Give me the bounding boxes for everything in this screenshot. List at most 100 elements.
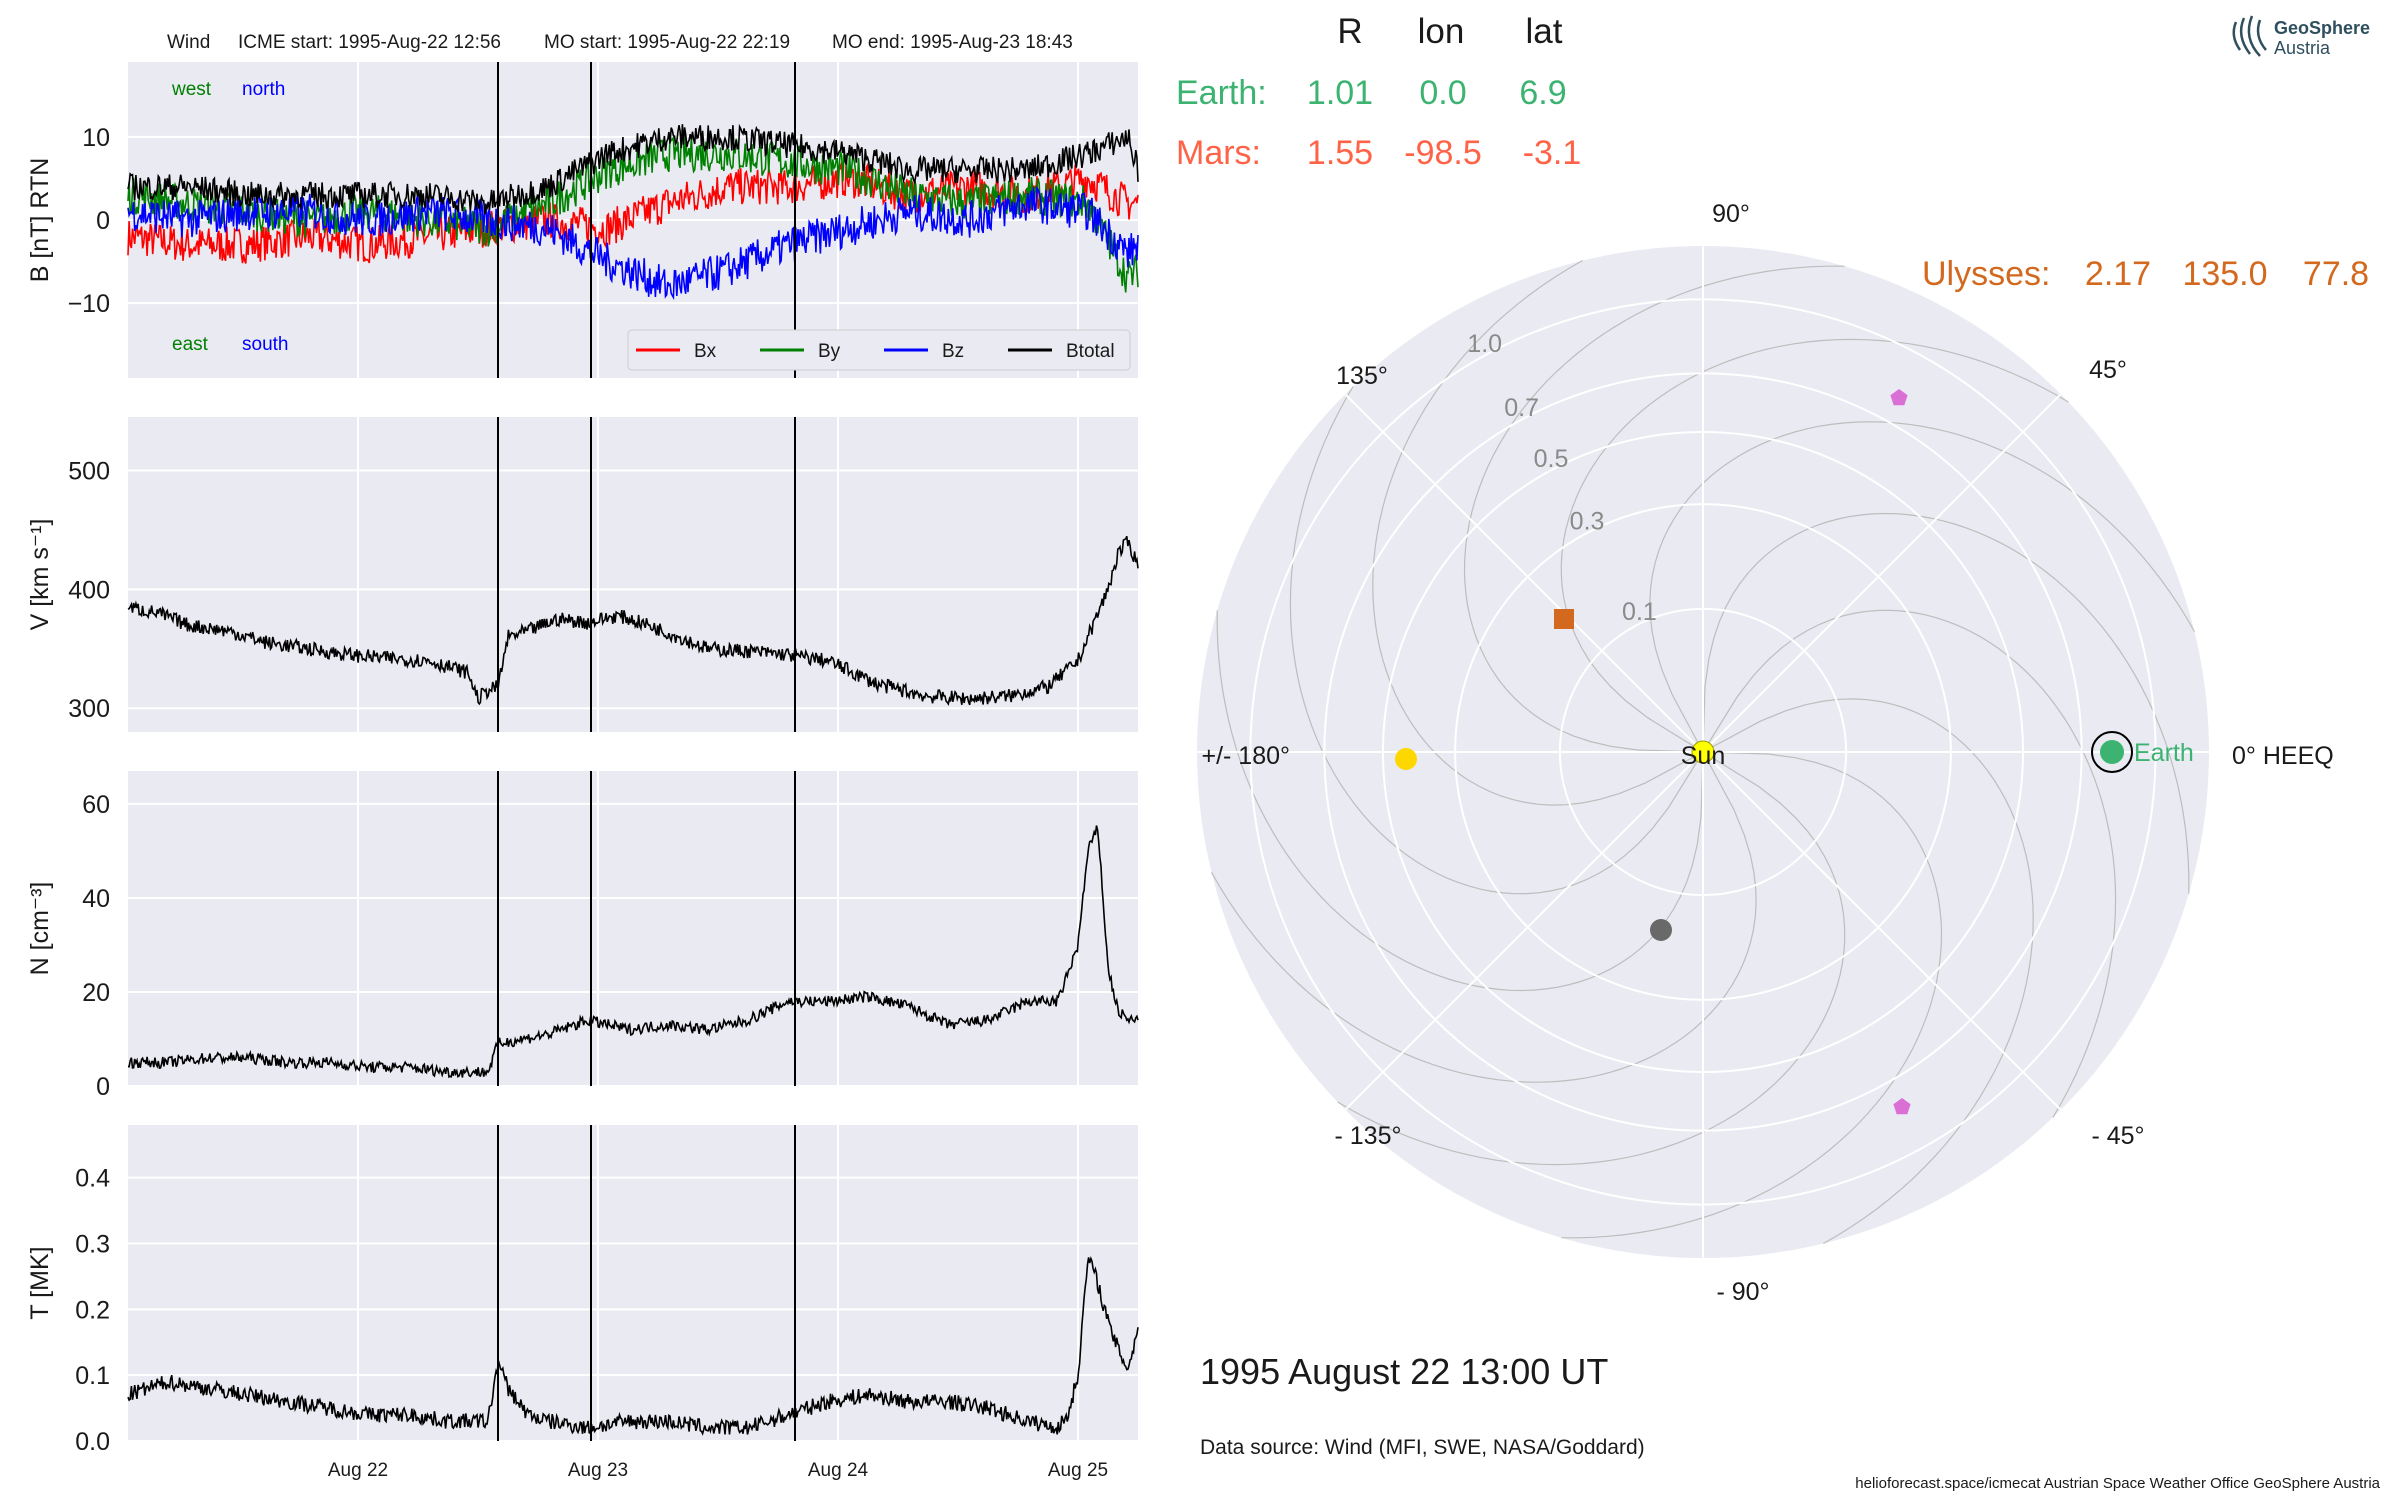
y-tick-label: 0.3 xyxy=(75,1231,110,1259)
ulysses-marker xyxy=(1554,609,1574,629)
sun-marker xyxy=(1691,740,1715,764)
panel-background xyxy=(128,1125,1138,1441)
legend: Bx By Bz Btotal xyxy=(627,329,1131,371)
mars-row-lon: -98.5 xyxy=(1404,134,1482,172)
earth-ring xyxy=(2091,731,2133,773)
y-axis-label: N [cm⁻³] xyxy=(26,882,54,976)
earth-row-name: Earth: xyxy=(1176,74,1267,112)
mars-row-lat: -3.1 xyxy=(1523,134,1582,172)
radial-tick-label: 0.1 xyxy=(1622,598,1657,626)
parker-spiral-line xyxy=(1561,751,1943,1239)
angle-label: - 90° xyxy=(1716,1278,1769,1306)
series-line-speed xyxy=(127,535,1139,706)
annotation-south: south xyxy=(242,334,288,355)
parker-spiral-line xyxy=(1649,421,2196,753)
ulysses-row-r: 2.17 xyxy=(2085,255,2151,293)
parker-spiral-line xyxy=(1560,338,2069,753)
parker-spiral-line xyxy=(1289,386,1704,895)
earth-row-lat: 6.9 xyxy=(1519,74,1566,112)
legend-label: Btotal xyxy=(1066,341,1115,362)
angle-label: 90° xyxy=(1712,200,1750,228)
mercury-marker xyxy=(1650,919,1672,941)
polar-position-plot: 0.1 0.3 0.5 0.7 1.0 0° HEEQ 45° 90° 135° +/- 180°… xyxy=(1197,200,2334,1306)
mo-end-label: MO end: 1995-Aug-23 18:43 xyxy=(832,32,1073,53)
footer-credits: helioforecast.space/icmecat Austrian Spa… xyxy=(1855,1475,2380,1492)
angle-label: - 45° xyxy=(2091,1122,2144,1150)
y-tick-label: 400 xyxy=(68,576,110,604)
parker-spiral-line xyxy=(1372,259,1704,806)
probe-a-marker xyxy=(1890,389,1908,406)
y-tick-label: 0.1 xyxy=(75,1362,110,1390)
y-tick-label: 60 xyxy=(82,791,110,819)
x-tick-label: Aug 24 xyxy=(808,1460,869,1481)
angle-spoke xyxy=(1702,751,2062,1111)
icme-start-label: ICME start: 1995-Aug-22 12:56 xyxy=(238,32,501,53)
panel-background xyxy=(128,417,1138,732)
spacecraft-label: Wind xyxy=(167,32,210,53)
legend-label: By xyxy=(818,341,841,362)
data-source-label: Data source: Wind (MFI, SWE, NASA/Goddar… xyxy=(1200,1436,1645,1459)
time-series-panels: 10 0 −10 B [nT] RTN 500 400 300 V [km s⁻¹] 60 40 2… xyxy=(26,62,1139,1481)
angle-spoke xyxy=(1344,393,1704,753)
parker-spiral-line xyxy=(1463,265,1845,753)
annotation-north: north xyxy=(242,79,285,100)
parker-spiral-line xyxy=(1210,751,1757,1083)
angle-label: - 135° xyxy=(1335,1122,1402,1150)
angle-label: 135° xyxy=(1336,362,1388,390)
x-tick-label: Aug 25 xyxy=(1048,1460,1108,1481)
y-tick-label: 500 xyxy=(68,457,110,485)
y-tick-label: 20 xyxy=(82,979,110,1007)
earth-marker xyxy=(2100,740,2124,764)
probe-b-marker xyxy=(1893,1098,1911,1115)
y-tick-label: 300 xyxy=(68,695,110,723)
table-header-r: R xyxy=(1337,12,1362,51)
y-tick-label: 10 xyxy=(82,124,110,152)
annotation-west: west xyxy=(171,79,212,100)
y-tick-label: 0.2 xyxy=(75,1296,110,1324)
earth-row-lon: 0.0 xyxy=(1419,74,1466,112)
logo-text-2: Austria xyxy=(2274,38,2331,58)
x-tick-label: Aug 23 xyxy=(568,1460,628,1481)
y-tick-label: 0 xyxy=(96,207,110,235)
y-tick-label: −10 xyxy=(68,290,110,318)
y-axis-label: B [nT] RTN xyxy=(26,158,54,283)
annotation-east: east xyxy=(172,334,209,355)
y-axis-label: V [km s⁻¹] xyxy=(26,519,54,631)
series-line-bx xyxy=(127,160,1139,264)
y-tick-label: 0 xyxy=(96,1073,110,1101)
earth-row-r: 1.01 xyxy=(1307,74,1373,112)
angle-label: 45° xyxy=(2089,356,2127,384)
table-header-lat: lat xyxy=(1526,12,1563,51)
x-tick-label: Aug 22 xyxy=(328,1460,388,1481)
table-header-lon: lon xyxy=(1418,12,1465,51)
logo-text-1: GeoSphere xyxy=(2274,18,2370,38)
series-line-density xyxy=(127,825,1139,1079)
angle-spoke xyxy=(1702,393,2062,753)
radial-tick-label: 1.0 xyxy=(1467,330,1502,358)
legend-label: Bx xyxy=(694,341,717,362)
position-table: R lon lat Earth: 1.01 0.0 6.9 Mars: 1.55… xyxy=(1176,12,2369,293)
angle-label: 0° HEEQ xyxy=(2232,742,2334,770)
parker-spiral-line xyxy=(1702,609,2117,1118)
series-line-btotal xyxy=(127,123,1139,215)
ulysses-row-lat: 77.8 xyxy=(2303,255,2369,293)
parker-spiral-line xyxy=(1216,610,1704,992)
ulysses-row-name: Ulysses: xyxy=(1922,255,2050,293)
datetime-label: 1995 August 22 13:00 UT xyxy=(1200,1351,1608,1392)
venus-marker xyxy=(1395,748,1417,770)
angle-label: +/- 180° xyxy=(1201,742,1290,770)
legend-box xyxy=(627,329,1131,371)
parker-spiral-line xyxy=(1702,512,2190,894)
parker-spiral-line xyxy=(1337,751,1846,1166)
y-tick-label: 0.0 xyxy=(75,1428,110,1456)
y-tick-label: 40 xyxy=(82,885,110,913)
parker-spiral-line xyxy=(1702,698,2034,1245)
logo-mark-icon xyxy=(2232,15,2267,57)
ulysses-row-lon: 135.0 xyxy=(2182,255,2267,293)
sun-label: Sun xyxy=(1681,742,1725,770)
y-axis-label: T [MK] xyxy=(26,1246,54,1319)
radial-tick-label: 0.3 xyxy=(1570,507,1605,535)
series-line-bz xyxy=(127,185,1139,301)
earth-label: Earth xyxy=(2134,739,2194,767)
